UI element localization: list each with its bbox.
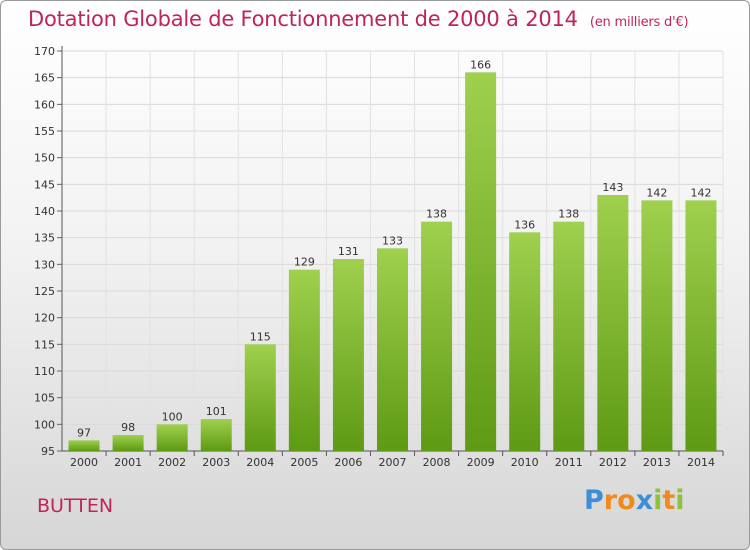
x-tick-label-2007: 2007 bbox=[379, 456, 407, 469]
value-label-2003: 101 bbox=[206, 405, 227, 418]
value-label-2010: 136 bbox=[514, 218, 535, 231]
y-tick-label: 165 bbox=[34, 72, 55, 85]
proxiti-logo: Proxiti bbox=[584, 485, 685, 516]
x-tick-label-2003: 2003 bbox=[202, 456, 230, 469]
x-tick-label-2009: 2009 bbox=[467, 456, 495, 469]
bars bbox=[68, 72, 717, 451]
y-tick-label: 105 bbox=[34, 392, 55, 405]
bar-2003 bbox=[200, 419, 232, 451]
y-tick-label: 115 bbox=[34, 338, 55, 351]
bar-2009 bbox=[465, 72, 497, 451]
x-tick-label-2002: 2002 bbox=[158, 456, 186, 469]
x-tick-label-2008: 2008 bbox=[423, 456, 451, 469]
y-tick-label: 145 bbox=[34, 178, 55, 191]
x-tick-label-2014: 2014 bbox=[687, 456, 715, 469]
value-label-2011: 138 bbox=[558, 208, 579, 221]
value-label-2006: 131 bbox=[338, 245, 359, 258]
y-tick-label: 160 bbox=[34, 98, 55, 111]
value-label-2002: 100 bbox=[162, 410, 183, 423]
y-tick-label: 130 bbox=[34, 258, 55, 271]
x-tick-label-2011: 2011 bbox=[555, 456, 583, 469]
bar-2004 bbox=[244, 344, 276, 451]
bar-2002 bbox=[156, 424, 188, 451]
x-tick-label-2005: 2005 bbox=[290, 456, 318, 469]
x-tick-label-2000: 2000 bbox=[70, 456, 98, 469]
bar-2008 bbox=[421, 221, 453, 451]
y-tick-label: 155 bbox=[34, 125, 55, 138]
y-tick-label: 140 bbox=[34, 205, 55, 218]
y-tick-label: 95 bbox=[41, 445, 55, 458]
chart-title: Dotation Globale de Fonctionnement de 20… bbox=[28, 7, 689, 31]
bar-2001 bbox=[112, 435, 144, 451]
labels: 97 2000 98 2001 100 2002 101 2003 115 2004 129 2005… bbox=[70, 58, 715, 469]
value-label-2001: 98 bbox=[121, 421, 135, 434]
bar-2012 bbox=[597, 195, 629, 451]
unit-label: (en milliers d'€) bbox=[589, 15, 689, 30]
bar-2010 bbox=[509, 232, 541, 451]
title-text: Dotation Globale de Fonctionnement de 20… bbox=[28, 7, 578, 31]
x-tick-label-2006: 2006 bbox=[334, 456, 362, 469]
value-label-2014: 142 bbox=[690, 186, 711, 199]
value-label-2004: 115 bbox=[250, 330, 271, 343]
commune-name: BUTTEN bbox=[37, 495, 114, 517]
bar-2006 bbox=[332, 259, 364, 451]
y-tick-label: 150 bbox=[34, 152, 55, 165]
y-tick-label: 120 bbox=[34, 312, 55, 325]
bar-2000 bbox=[68, 440, 100, 451]
value-label-2007: 133 bbox=[382, 234, 403, 247]
x-tick-label-2010: 2010 bbox=[511, 456, 539, 469]
value-label-2000: 97 bbox=[77, 426, 91, 439]
y-tick-label: 135 bbox=[34, 232, 55, 245]
y-tick-label: 170 bbox=[34, 45, 55, 58]
value-label-2009: 166 bbox=[470, 58, 491, 71]
value-label-2005: 129 bbox=[294, 256, 315, 269]
x-tick-label-2013: 2013 bbox=[643, 456, 671, 469]
value-label-2012: 143 bbox=[602, 181, 623, 194]
x-tick-label-2012: 2012 bbox=[599, 456, 627, 469]
bar-2011 bbox=[553, 221, 585, 451]
y-tick-label: 100 bbox=[34, 418, 55, 431]
y-tick-label: 110 bbox=[34, 365, 55, 378]
x-tick-label-2001: 2001 bbox=[114, 456, 142, 469]
bar-2014 bbox=[685, 200, 717, 451]
value-label-2008: 138 bbox=[426, 208, 447, 221]
value-label-2013: 142 bbox=[646, 186, 667, 199]
bar-2007 bbox=[377, 248, 408, 451]
bar-2013 bbox=[641, 200, 673, 451]
y-tick-label: 125 bbox=[34, 285, 55, 298]
bar-2005 bbox=[288, 269, 320, 451]
x-tick-label-2004: 2004 bbox=[246, 456, 274, 469]
